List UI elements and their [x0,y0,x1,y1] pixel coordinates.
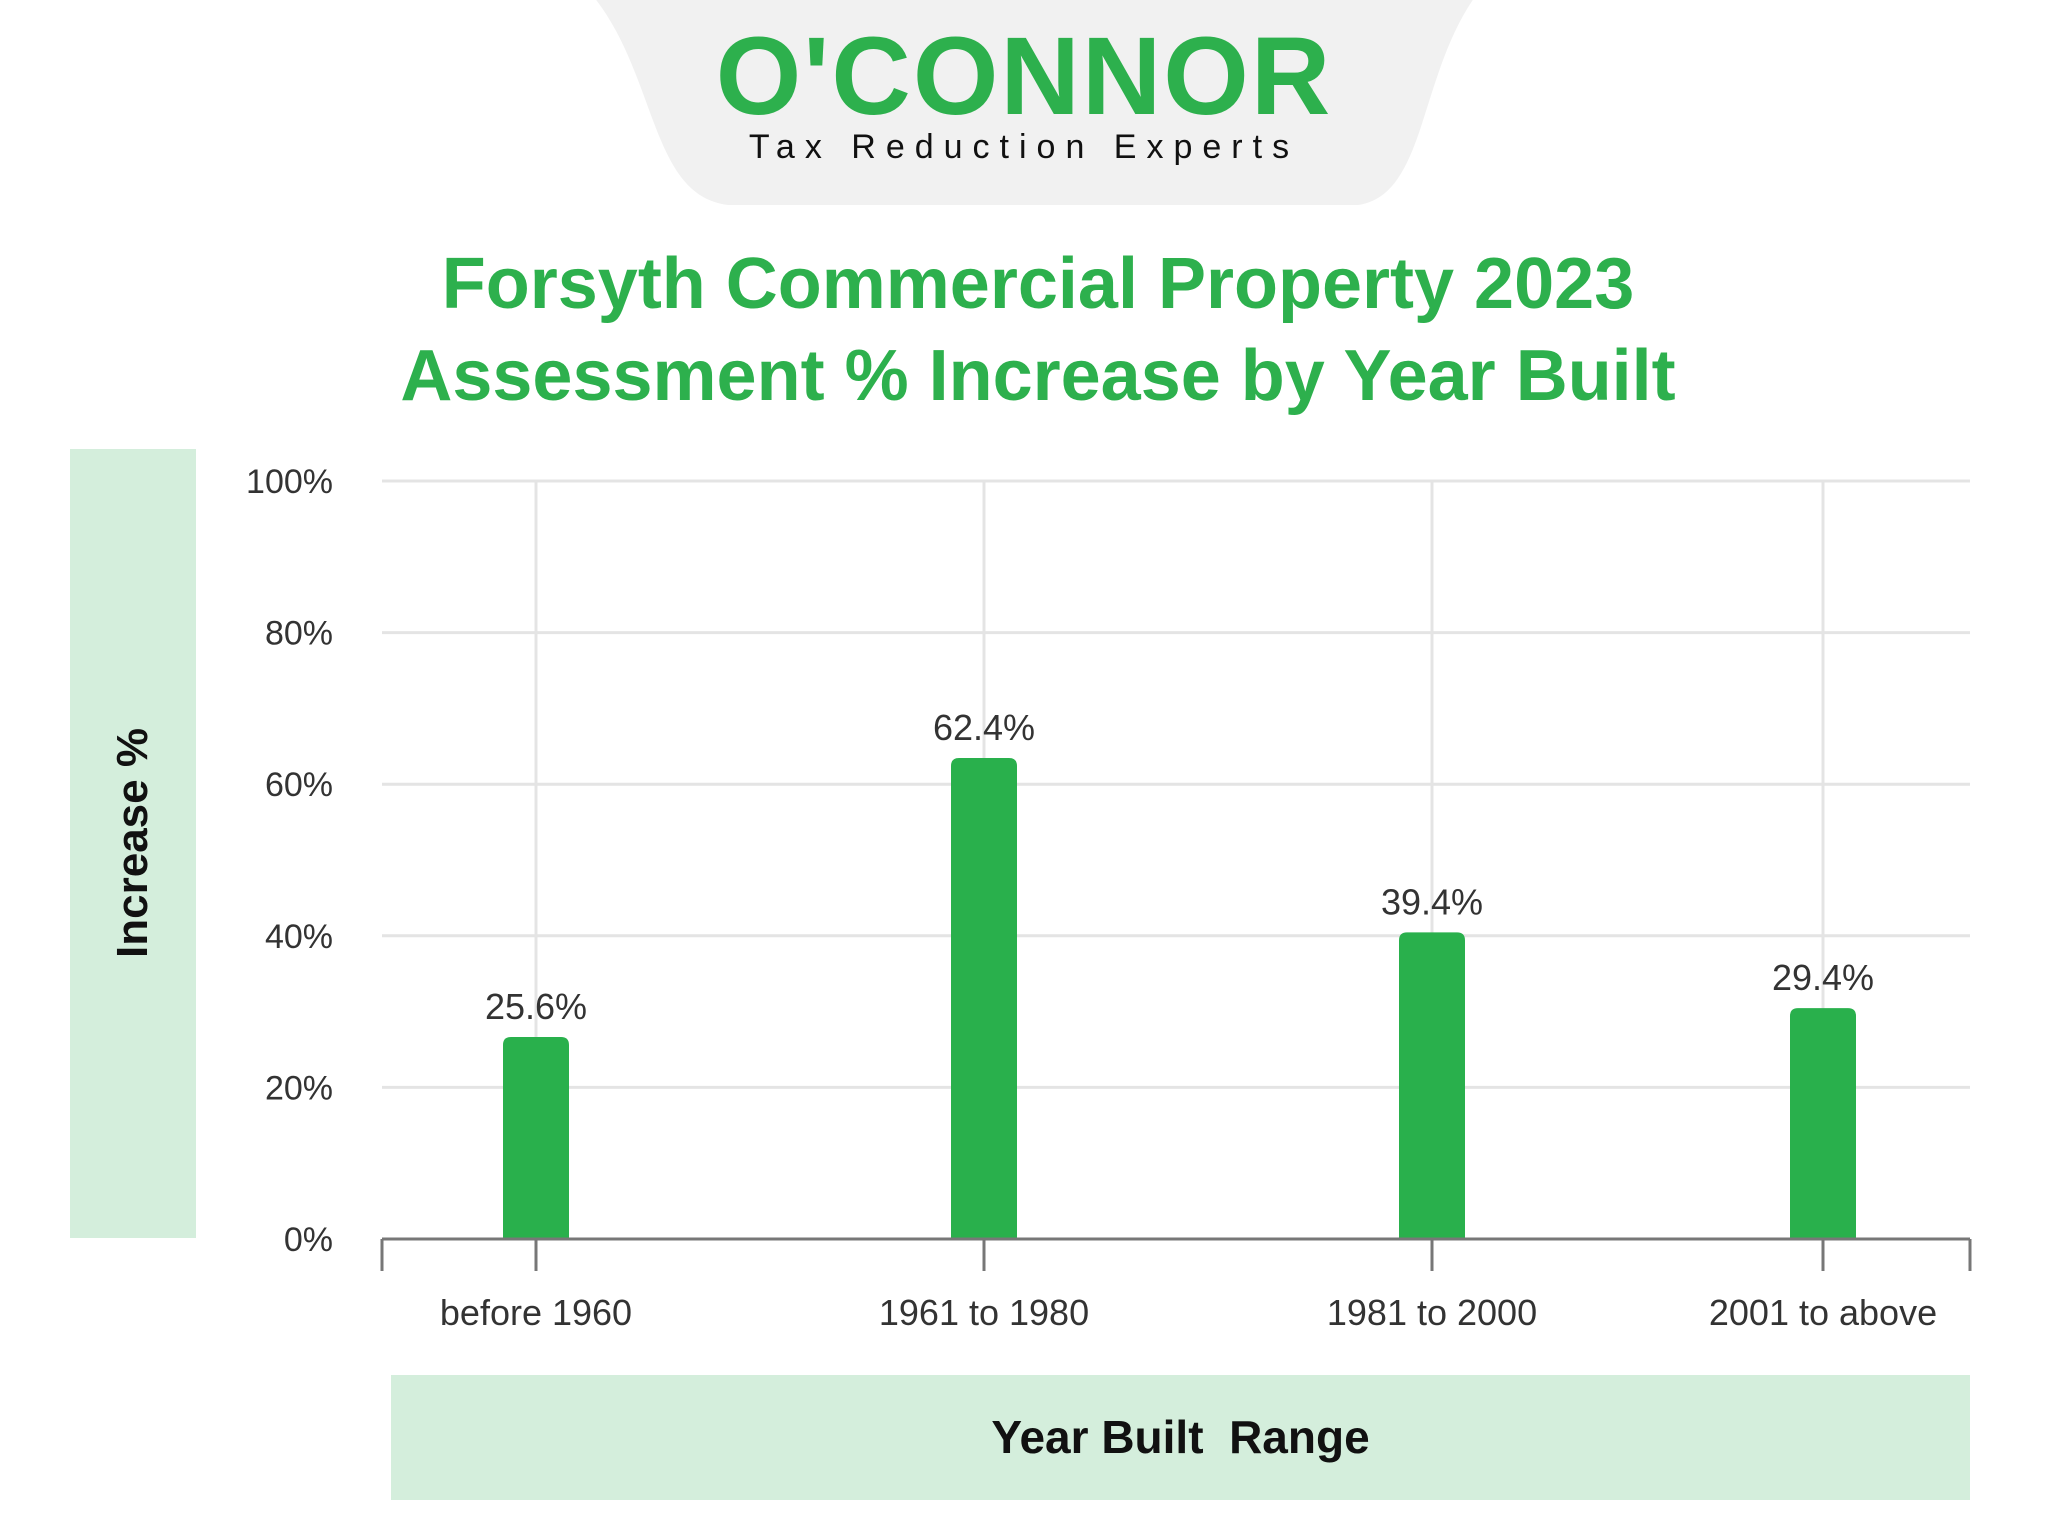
chart-title-line-2: Assessment % Increase by Year Built [400,336,1676,416]
data-label: 39.4% [1381,881,1483,922]
logo-tagline: Tax Reduction Experts [748,128,1300,166]
y-tick-label: 100% [246,463,333,501]
x-tick-label: 2001 to above [1709,1292,1937,1333]
x-tick-label: 1961 to 1980 [879,1292,1089,1333]
y-tick-label: 80% [265,615,333,653]
y-tick-label: 40% [265,918,333,956]
bar [951,758,1017,1239]
logo-background [595,0,1473,205]
bar [503,1036,569,1239]
y-axis-label-panel [70,449,196,1238]
data-label: 62.4% [933,707,1035,748]
x-tick-label: before 1960 [440,1292,632,1333]
chart-title-line-1: Forsyth Commercial Property 2023 [441,244,1635,324]
y-tick-label: 0% [284,1221,333,1259]
x-axis-label: Year Built Range [991,1411,1370,1463]
data-label: 25.6% [485,986,587,1027]
y-tick-label: 20% [265,1069,333,1107]
data-label: 29.4% [1772,957,1874,998]
y-tick-label: 60% [265,766,333,804]
x-tick-label: 1981 to 2000 [1327,1292,1537,1333]
bar [1790,1008,1856,1239]
chart-title: Forsyth Commercial Property 2023 Assessm… [0,238,2048,422]
x-axis-label-panel [391,1375,1970,1500]
bar [1399,932,1465,1239]
logo: O'CONNOR [715,15,1333,138]
